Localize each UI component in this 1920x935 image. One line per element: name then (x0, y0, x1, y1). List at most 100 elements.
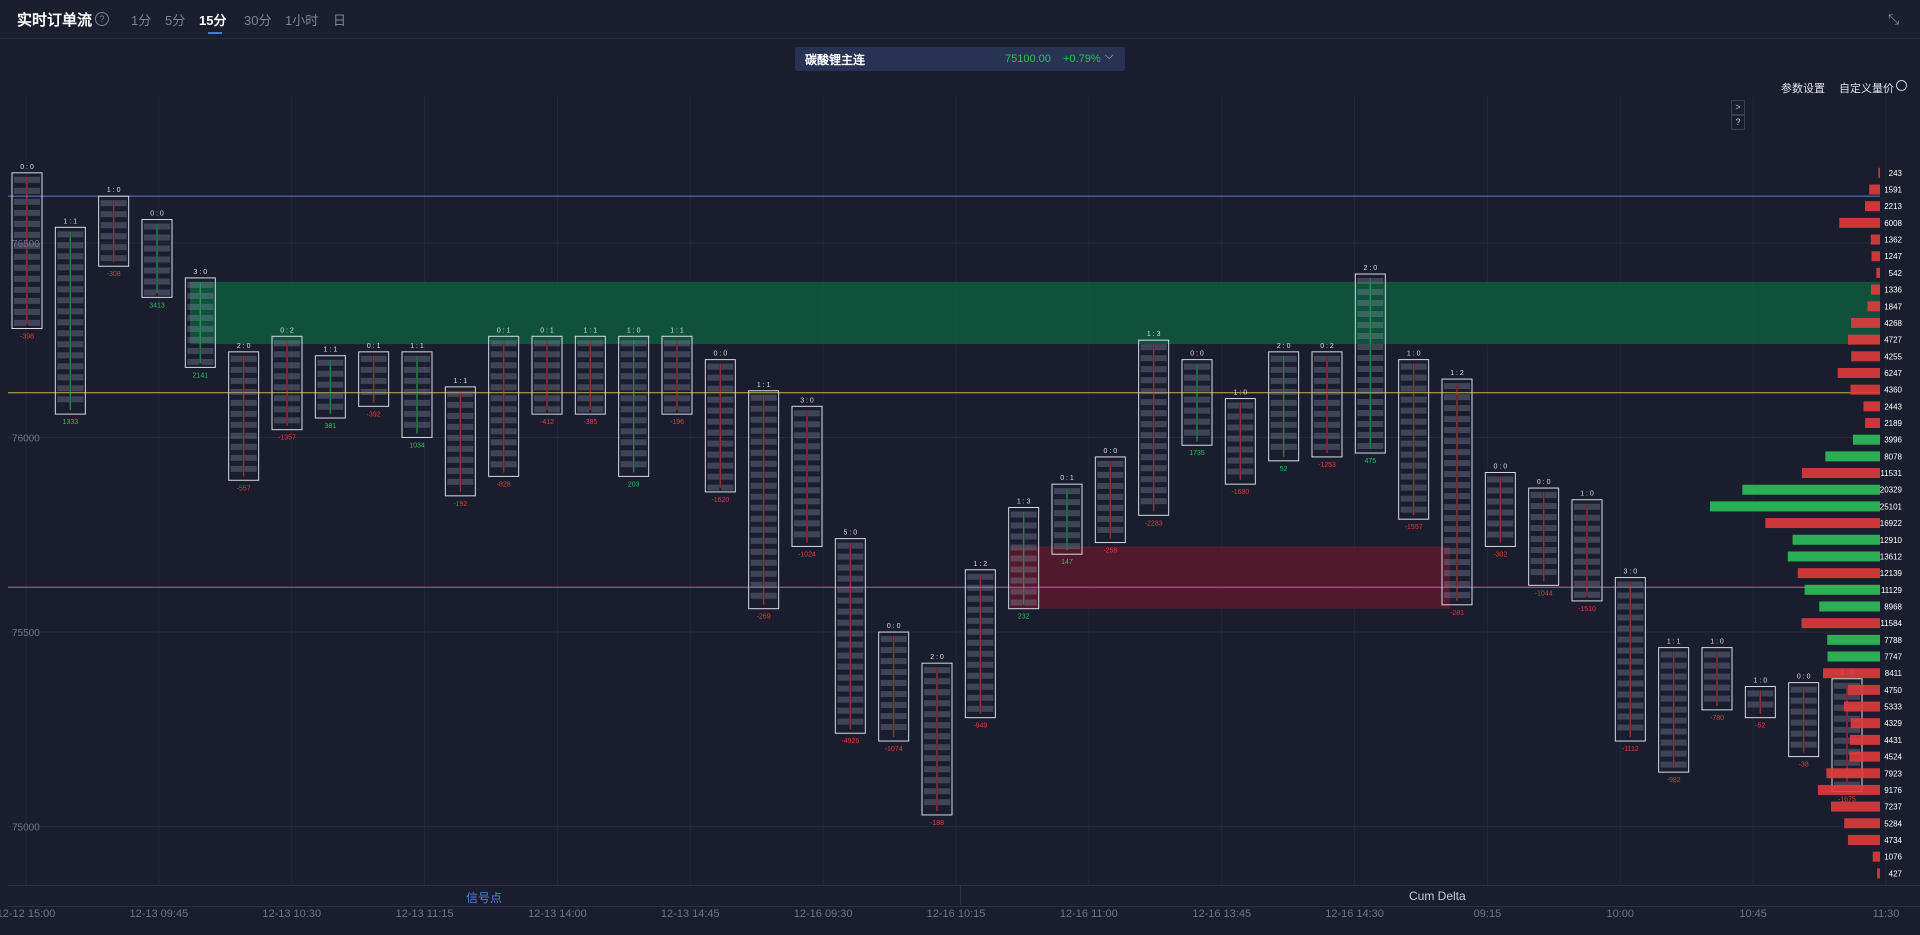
bid-cell (57, 352, 70, 359)
tab-day[interactable]: 日 (333, 13, 347, 28)
bid-cell (620, 362, 633, 369)
volume-profile-label: 4524 (1884, 753, 1902, 762)
symbol-selector[interactable]: 碳酸锂主连 75100.00 +0.79% ⌵ (795, 47, 1125, 71)
help-icon[interactable]: ? (95, 12, 109, 26)
custom-volume-price-button[interactable]: 自定义量价 (1839, 83, 1894, 95)
bid-cell (404, 410, 416, 417)
candle-delta-label: 1735 (1189, 450, 1205, 457)
footprint-chart[interactable]: 0 : 0 -398 1 : 1 1333 1 : 0 -308 0 : 0 3413 3 : … (0, 95, 1920, 935)
ask-cell (331, 392, 344, 399)
ask-cell (1804, 686, 1817, 693)
bid-cell (794, 509, 806, 516)
collapse-icon[interactable]: ⤡ (1888, 11, 1900, 27)
bid-cell (1184, 429, 1196, 436)
signal-panel-tab[interactable]: 信号点 (466, 891, 503, 905)
ask-cell (1718, 695, 1730, 702)
candle-box (1398, 359, 1430, 520)
bid-cell (100, 200, 113, 207)
ask-cell (1111, 482, 1124, 489)
ask-cell (1501, 509, 1514, 516)
symbol-name: 碳酸锂主连 (805, 53, 866, 67)
bid-cell (57, 231, 70, 238)
bid-cell (750, 592, 763, 599)
bid-cell (1660, 662, 1673, 669)
footprint-candle: 1 : 3 -2283 (1138, 331, 1170, 527)
ask-cell (1588, 569, 1600, 576)
bid-cell (14, 231, 26, 238)
ask-cell (71, 396, 84, 403)
ask-cell (1284, 366, 1297, 373)
ask-cell (1198, 418, 1210, 425)
tab-15min[interactable]: 15分 (199, 13, 227, 28)
bid-cell (274, 373, 286, 380)
ask-cell (288, 340, 300, 347)
ask-cell (1024, 577, 1037, 584)
ask-cell (71, 308, 84, 315)
bid-cell (1054, 510, 1066, 517)
x-tick-label: 12-13 11:15 (396, 908, 454, 920)
bid-cell (577, 373, 590, 380)
ask-cell (938, 667, 950, 674)
ask-cell (504, 417, 517, 424)
x-tick-label: 12-13 10:30 (262, 908, 321, 920)
candle-box (791, 405, 823, 547)
ask-cell (938, 711, 950, 718)
volume-profile-bar (1817, 784, 1880, 795)
help-button[interactable]: ? (1731, 115, 1745, 130)
bid-cell (1140, 476, 1153, 483)
footprint-candle: 1 : 1 -982 (1658, 639, 1690, 784)
bid-cell (534, 373, 546, 380)
bid-cell (967, 705, 980, 712)
volume-profile-label: 243 (1889, 169, 1903, 178)
footprint-candle: 0 : 1 -412 (531, 327, 563, 426)
bid-cell (880, 669, 893, 676)
ask-cell (938, 722, 950, 729)
tab-5min[interactable]: 5分 (165, 13, 186, 28)
ask-cell (894, 658, 907, 665)
bid-cell (1487, 509, 1500, 516)
ask-cell (244, 443, 257, 450)
ask-cell (808, 465, 820, 472)
symbol-price: 75100.00 (1005, 53, 1051, 65)
clock-icon[interactable] (1896, 80, 1907, 91)
candle-ratio-label: 3 : 0 (1624, 569, 1638, 576)
ask-cell (288, 406, 300, 413)
tab-30min[interactable]: 30分 (244, 13, 272, 28)
bid-cell (1270, 366, 1283, 373)
candle-delta-label: -2283 (1145, 520, 1163, 527)
ask-cell (1154, 432, 1167, 439)
bid-cell (1660, 750, 1673, 757)
bid-cell (1574, 514, 1586, 521)
ask-cell (548, 384, 560, 391)
footprint-candle: 1 : 1 -192 (444, 378, 476, 508)
x-tick-label: 12-13 09:45 (129, 908, 188, 920)
ask-cell (288, 351, 300, 358)
tab-1hour[interactable]: 1小时 (285, 13, 319, 28)
bid-cell (1574, 536, 1586, 543)
expand-button[interactable]: > (1731, 100, 1745, 115)
bid-cell (14, 176, 26, 183)
bid-cell (490, 428, 503, 435)
cum-delta-panel-tab[interactable]: Cum Delta (1409, 889, 1466, 903)
ask-cell (764, 460, 777, 467)
ask-cell (288, 362, 300, 369)
ask-cell (1371, 344, 1384, 351)
ask-cell (1414, 473, 1427, 480)
tab-1min[interactable]: 1分 (131, 13, 152, 28)
bid-cell (187, 314, 200, 321)
candle-delta-label: -1253 (1318, 462, 1336, 469)
ask-cell (1458, 438, 1470, 445)
ask-cell (1414, 451, 1427, 458)
ask-cell (244, 421, 257, 428)
bid-cell (447, 401, 460, 408)
bid-cell (1357, 443, 1370, 450)
candle-delta-label: -982 (1667, 777, 1681, 784)
bid-cell (57, 275, 70, 282)
bid-cell (1357, 311, 1370, 318)
params-settings-button[interactable]: 参数设置 (1781, 83, 1825, 95)
bid-cell (1400, 407, 1413, 414)
bid-cell (14, 187, 26, 194)
bid-cell (14, 297, 26, 304)
bid-cell (1617, 724, 1630, 731)
ask-cell (721, 396, 734, 403)
